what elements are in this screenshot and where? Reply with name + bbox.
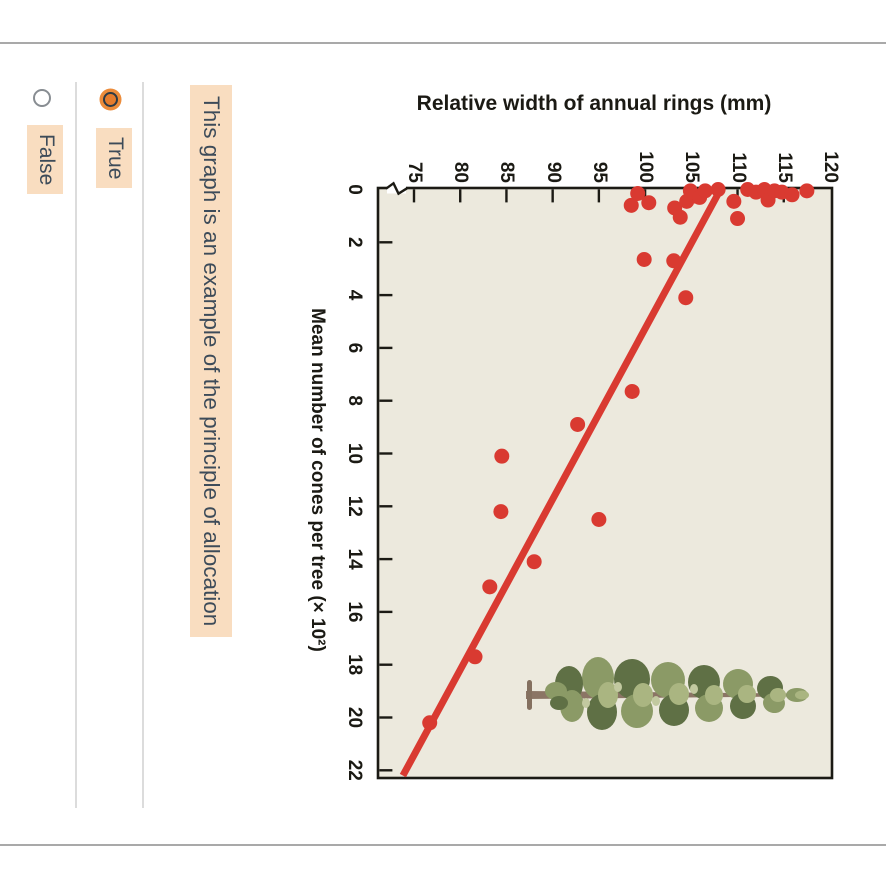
axis-break-icon — [385, 181, 408, 196]
x-tick-label: 12 — [344, 495, 365, 517]
option-divider-bottom — [75, 82, 77, 808]
scatter-point — [672, 209, 688, 225]
x-tick-label: 6 — [344, 342, 365, 354]
scatter-point — [422, 715, 438, 731]
y-tick-label: 110 — [727, 152, 749, 183]
x-tick-label: 16 — [344, 601, 365, 623]
y-tick-label: 85 — [496, 161, 518, 183]
trend-line — [399, 190, 723, 778]
scatter-point — [730, 211, 746, 227]
y-tick-label: 115 — [773, 152, 795, 183]
x-tick-label: 10 — [344, 442, 365, 465]
scatter-point — [630, 185, 646, 201]
radio-false[interactable] — [33, 89, 51, 107]
x-tick-label: 14 — [344, 548, 365, 570]
scatter-point — [636, 251, 652, 267]
scatter-point — [624, 383, 640, 399]
scatter-point — [591, 512, 607, 527]
option-divider-top — [142, 82, 144, 808]
x-tick-label: 8 — [344, 395, 365, 406]
scatter-point — [678, 290, 694, 306]
radio-true[interactable] — [103, 92, 118, 107]
y-tick-label: 80 — [450, 161, 472, 183]
question-text: This graph is an example of the principl… — [190, 85, 232, 638]
scatter-point — [494, 448, 510, 464]
scatter-point — [710, 182, 726, 197]
x-tick-label: 22 — [344, 759, 365, 781]
scatter-point — [482, 579, 498, 595]
x-tick-label: 0 — [344, 184, 365, 195]
x-tick-label: 20 — [344, 706, 365, 729]
y-tick-label: 75 — [404, 161, 425, 183]
x-axis-title: Mean number of cones per tree (× 10²) — [307, 308, 328, 652]
data-points — [422, 182, 815, 731]
scatter-point — [666, 253, 682, 269]
scatter-point — [726, 193, 742, 209]
option-label-true[interactable]: True — [96, 128, 132, 189]
scatter-point — [641, 195, 657, 211]
scatter-point — [697, 183, 713, 199]
y-tick-label: 105 — [681, 151, 703, 183]
scatter-point — [784, 187, 800, 203]
scatter-point — [493, 504, 509, 520]
y-axis-title: Relative width of annual rings (mm) — [416, 92, 772, 115]
tree-illustration — [526, 657, 809, 730]
x-tick-label: 4 — [344, 289, 365, 301]
x-tick-label: 2 — [344, 237, 365, 248]
y-tick-label: 100 — [635, 151, 657, 183]
y-tick-label: 120 — [819, 151, 841, 183]
scatter-point — [467, 649, 483, 665]
option-label-false[interactable]: False — [27, 125, 63, 195]
y-tick-label: 95 — [588, 161, 610, 183]
scatter-point — [526, 554, 542, 570]
x-tick-label: 18 — [344, 654, 365, 676]
scatter-point — [623, 197, 639, 213]
scatter-point — [799, 183, 815, 199]
plot-area — [376, 186, 834, 780]
y-tick-label: 90 — [542, 161, 564, 183]
scatter-point — [570, 416, 586, 432]
